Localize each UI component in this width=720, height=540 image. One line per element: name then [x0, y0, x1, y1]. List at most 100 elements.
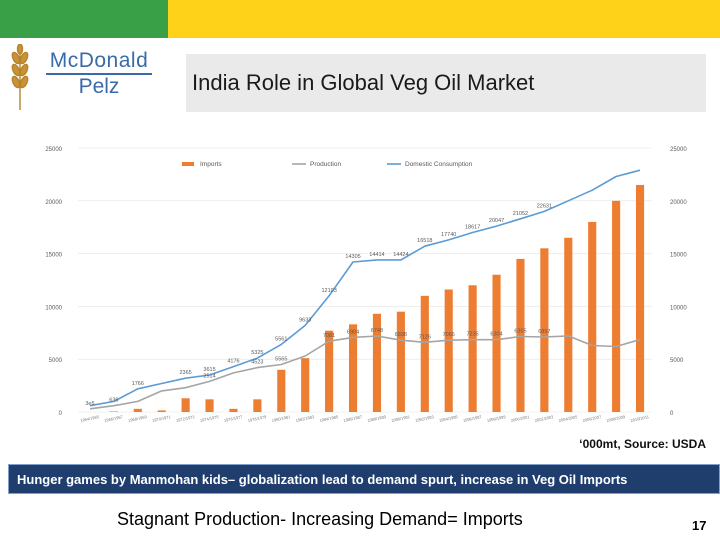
data-label: 3615: [203, 367, 215, 373]
bar-imports: [253, 399, 262, 412]
y-tick-label-left: 10000: [45, 305, 62, 311]
veg-oil-chart: 0 0 5000 5000 10000 10000 15000 15000 20000 20000…: [45, 147, 687, 423]
slide-title: India Role in Global Veg Oil Market: [192, 70, 535, 95]
data-label: 14305: [345, 254, 360, 260]
y-tick-label-left: 15000: [45, 253, 62, 259]
bar-imports: [325, 330, 334, 412]
legend-swatch: [182, 162, 194, 166]
data-label: 1766: [132, 381, 144, 387]
header-yellow-bar: [168, 0, 720, 38]
bar-imports: [492, 274, 501, 412]
page-number: 17: [692, 518, 707, 533]
x-tick-label: 1984/1985: [319, 414, 339, 423]
bar-imports: [516, 258, 525, 412]
bar-imports: [444, 289, 453, 412]
title-box: India Role in Global Veg Oil Market: [186, 54, 706, 112]
data-label: 5561: [275, 336, 287, 342]
data-label: 6304: [490, 332, 502, 338]
data-label: 20047: [489, 218, 504, 224]
banner-text: Hunger games by Manmohan kids– globaliza…: [17, 472, 628, 487]
summary-banner: Hunger games by Manmohan kids– globaliza…: [8, 464, 720, 494]
y-tick-label-left: 0: [59, 411, 63, 417]
line-domestic-consumption: [89, 169, 641, 407]
data-label: 5325: [251, 350, 263, 356]
data-label: 18617: [465, 224, 480, 230]
x-tick-label: 1968/1969: [128, 414, 148, 423]
x-tick-label: 1996/1997: [463, 414, 483, 423]
y-tick-label-right: 10000: [670, 305, 687, 311]
bar-imports: [612, 200, 621, 412]
line-production: [89, 335, 641, 410]
bar-imports: [348, 324, 358, 412]
y-tick-label-right: 5000: [670, 358, 684, 364]
bar-imports: [277, 369, 286, 412]
data-label: 6748: [371, 328, 383, 334]
data-label: 7066: [443, 332, 455, 338]
legend-label: Production: [310, 161, 341, 168]
data-label: 6305: [514, 328, 526, 334]
data-label: 12103: [321, 288, 336, 294]
x-tick-label: 1978/1979: [247, 414, 267, 423]
logo-line-1: McDonald: [49, 49, 149, 72]
x-tick-label: 2006/2007: [582, 414, 602, 423]
data-label: 2514: [203, 373, 215, 379]
x-tick-label: 2004/2005: [558, 414, 578, 423]
data-label: 7081: [323, 333, 335, 339]
legend-label: Imports: [200, 161, 222, 168]
bar-imports: [181, 398, 190, 412]
data-label: 16518: [417, 238, 432, 244]
y-tick-label-right: 15000: [670, 253, 687, 259]
logo-line-2: Pelz: [78, 75, 120, 98]
data-label: 4176: [227, 359, 239, 365]
x-tick-label: 2010/2011: [630, 414, 650, 423]
bar-imports: [420, 295, 429, 412]
y-tick-label-right: 25000: [670, 147, 687, 153]
data-label: 6904: [347, 329, 359, 335]
x-tick-label: 1990/1991: [391, 414, 411, 423]
x-tick-label: 2008/2009: [606, 414, 626, 423]
source-note: ‘000mt, Source: USDA: [579, 437, 706, 451]
data-label: 14424: [393, 252, 408, 258]
data-label: 3e5: [85, 401, 94, 407]
x-tick-label: 1972/1973: [176, 414, 196, 423]
data-label: 9633: [299, 317, 311, 323]
x-tick-label: 1974/1975: [199, 414, 219, 423]
y-tick-label-left: 25000: [45, 147, 62, 153]
y-tick-label-left: 20000: [45, 200, 62, 206]
data-label: 7235: [467, 332, 479, 338]
x-tick-label: 2000/2001: [510, 414, 530, 423]
data-label: 21052: [513, 211, 528, 217]
bar-imports: [564, 237, 573, 412]
bar-imports: [205, 399, 214, 412]
data-label: 636: [109, 398, 118, 404]
x-tick-label: 1976/1977: [223, 414, 243, 423]
bar-imports: [396, 311, 405, 412]
data-label: 6838: [395, 332, 407, 338]
x-tick-label: 1964/1965: [80, 414, 100, 423]
bar-imports: [133, 408, 142, 412]
wheat-logo-icon: [11, 44, 29, 110]
company-logo: McDonald Pelz: [40, 50, 158, 98]
x-tick-label: 1966/1967: [104, 414, 124, 423]
x-tick-label: 1988/1989: [367, 414, 387, 423]
x-tick-label: 1986/1987: [343, 414, 363, 423]
data-label: 5565: [275, 356, 287, 362]
bar-imports: [229, 408, 238, 412]
slide-subtitle: Stagnant Production- Increasing Demand= …: [117, 509, 523, 529]
legend-label: Domestic Consumption: [405, 161, 473, 168]
bar-imports: [635, 184, 645, 412]
data-label: 17740: [441, 232, 456, 238]
data-label: 22631: [537, 203, 552, 209]
bar-imports: [540, 248, 549, 412]
bar-imports: [372, 313, 382, 412]
x-tick-label: 1998/1999: [486, 414, 506, 423]
y-tick-label-right: 0: [670, 411, 674, 417]
header-green-bar: [0, 0, 168, 38]
data-label: 14414: [369, 252, 384, 258]
y-tick-label-left: 5000: [49, 358, 63, 364]
x-tick-label: 2002/2003: [534, 414, 554, 423]
bar-imports: [301, 358, 310, 412]
bar-imports: [588, 221, 597, 412]
data-label: 2365: [180, 370, 192, 376]
y-tick-label-right: 20000: [670, 200, 687, 206]
